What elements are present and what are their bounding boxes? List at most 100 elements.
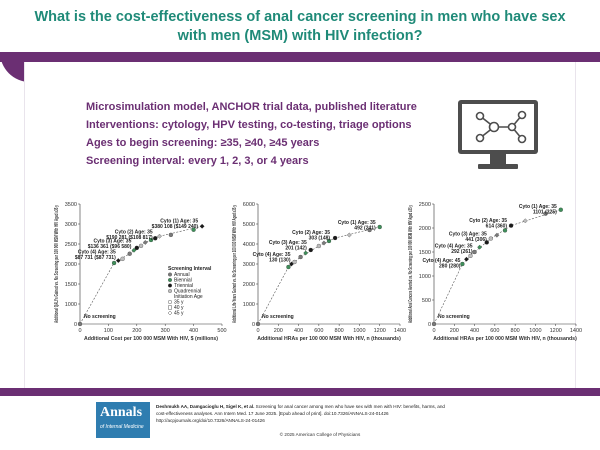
- chart-cancers-averted: 0 200 400 600 800 1000 1200 1400 0 500 1000 1500 200…: [404, 196, 584, 356]
- data-point: [255, 321, 261, 327]
- legend-entry: Annual: [174, 272, 190, 278]
- point-label: Cyto (3) Age: 35: [449, 232, 487, 238]
- efficiency-frontier: [79, 225, 203, 325]
- point-label: Cyto (1) Age: 35: [519, 204, 557, 210]
- point-label: Cyto (2) Age: 35: [469, 218, 507, 224]
- annals-logo: Annals of Internal Medicine: [96, 402, 150, 438]
- y-axis-title: Additional QALYs Gained vs. No Screening…: [54, 205, 60, 323]
- data-point: [292, 259, 297, 265]
- footer-band: [0, 388, 600, 396]
- citation: Deshmukh AA, Damgacioglu H, Sigel K, et …: [156, 403, 486, 424]
- point-label: Cyto (2) Age: 35: [292, 230, 330, 236]
- point-label: Cyto (1) Age: 35: [338, 220, 376, 226]
- citation-authors: Deshmukh AA, Damgacioglu H, Sigel K, et …: [156, 404, 255, 409]
- point-value-label: 201 (142): [285, 246, 307, 252]
- title-line-1: What is the cost-effectiveness of anal c…: [34, 9, 566, 25]
- data-point: [477, 244, 483, 250]
- x-tick-label: 1200: [550, 328, 562, 334]
- point-label: Cyto (2) Age: 35: [115, 230, 153, 236]
- y-tick-label: 1500: [419, 250, 431, 256]
- infographic-title: What is the cost-effectiveness of anal c…: [30, 8, 570, 46]
- method-interventions: Interventions: cytology, HPV testing, co…: [86, 119, 412, 131]
- citation-link[interactable]: http://acpjournals.org/doi/10.7326/ANNAL…: [156, 418, 265, 423]
- data-point: [508, 223, 514, 228]
- legend-title: Screening Interval: [168, 266, 212, 272]
- data-point: [115, 258, 121, 263]
- x-tick-label: 800: [335, 328, 344, 334]
- data-point: [316, 243, 322, 249]
- point-value-label: 441 (306): [465, 237, 487, 243]
- data-point: [153, 236, 158, 241]
- data-point: [111, 260, 117, 266]
- data-point: [494, 232, 500, 238]
- logo-main: Annals: [100, 405, 143, 420]
- legend-marker: [168, 278, 172, 282]
- x-tick-label: 1400: [570, 328, 582, 334]
- legend-entry: Quadrennial: [174, 289, 201, 295]
- data-point: [502, 228, 508, 233]
- legend-marker: [168, 289, 172, 293]
- y-tick-label: 3000: [243, 262, 255, 268]
- data-point: [332, 235, 338, 241]
- point-value-label: 130 (130): [269, 258, 291, 264]
- x-tick-label: 0: [432, 328, 435, 334]
- point-value-label: $190 281 ($108 817): [106, 235, 153, 241]
- point-value-label: 303 (148): [309, 236, 331, 242]
- point-value-label: 1101 (325): [533, 209, 557, 215]
- x-tick-label: 200: [132, 328, 141, 334]
- point-label: No screening: [262, 314, 294, 320]
- x-axis-title: Additional Cost per 100 000 MSM With HIV…: [84, 336, 218, 342]
- data-point: [377, 224, 382, 230]
- data-point: [191, 227, 196, 232]
- x-tick-label: 1000: [353, 328, 365, 334]
- y-tick-label: 1500: [65, 282, 77, 288]
- x-tick-label: 600: [490, 328, 499, 334]
- data-point: [134, 245, 139, 251]
- legend-age-marker: [168, 305, 172, 310]
- point-value-label: $136 361 ($96 580): [88, 244, 132, 250]
- data-point: [148, 237, 154, 243]
- data-point: [308, 247, 313, 253]
- y-tick-label: 3500: [65, 202, 77, 208]
- x-tick-label: 600: [314, 328, 323, 334]
- x-tick-label: 100: [104, 328, 113, 334]
- methods-list: Microsimulation model, ANCHOR trial data…: [86, 98, 417, 170]
- x-tick-label: 400: [470, 328, 479, 334]
- data-point: [468, 253, 473, 258]
- y-axis-title: Additional Anal Cancers Averted vs. No S…: [408, 205, 414, 323]
- y-tick-label: 4000: [243, 242, 255, 248]
- y-tick-label: 0: [428, 322, 431, 328]
- data-point: [303, 250, 309, 256]
- y-tick-label: 2000: [419, 226, 431, 232]
- data-point: [326, 238, 332, 244]
- data-point: [168, 232, 174, 238]
- data-point: [138, 243, 144, 248]
- legend-age-entry: 35 y: [174, 300, 184, 306]
- y-tick-label: 1000: [419, 274, 431, 280]
- x-axis-title: Additional HRAs per 100 000 MSM With HIV…: [433, 336, 577, 342]
- y-tick-label: 5000: [243, 222, 255, 228]
- y-tick-label: 500: [422, 298, 431, 304]
- x-tick-label: 0: [256, 328, 259, 334]
- x-tick-label: 0: [78, 328, 81, 334]
- data-point: [488, 236, 493, 241]
- point-value-label: $87 731 ($87 731): [75, 255, 116, 261]
- data-point: [199, 223, 205, 229]
- point-value-label: 492 (241): [354, 226, 376, 232]
- x-axis-title: Additional HRAs per 100 000 MSM With HIV…: [257, 336, 401, 342]
- point-value-label: 614 (360): [486, 224, 508, 230]
- data-point: [543, 211, 548, 216]
- data-point: [131, 247, 137, 253]
- chart-life-years: 0 200 400 600 800 1000 1200 1400 0 1000 2000 3000 40…: [228, 196, 408, 356]
- x-tick-label: 1200: [374, 328, 386, 334]
- y-tick-label: 2000: [65, 262, 77, 268]
- y-tick-label: 6000: [243, 202, 255, 208]
- point-value-label: 280 (280): [439, 264, 461, 270]
- data-point: [321, 240, 327, 246]
- point-label: Cyto (3) Age: 35: [269, 240, 307, 246]
- data-point: [142, 239, 148, 245]
- header-band: [0, 52, 600, 62]
- data-point: [127, 251, 132, 256]
- y-axis-title: Additional Life-Years Gained vs. No Scre…: [232, 205, 238, 323]
- legend-marker: [168, 272, 172, 277]
